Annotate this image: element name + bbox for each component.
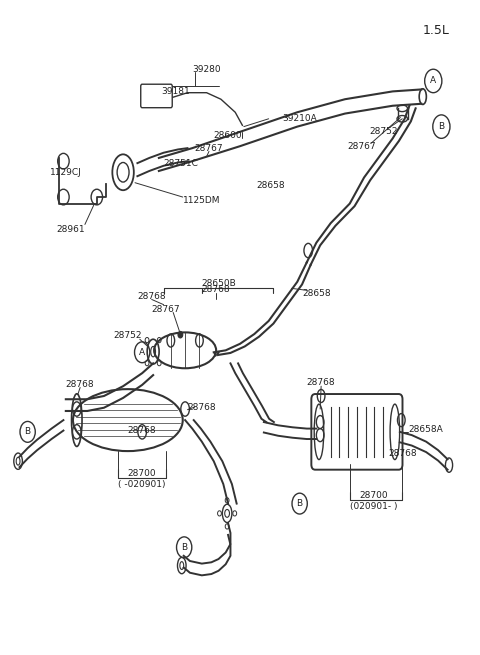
Text: 28768: 28768 — [307, 379, 336, 388]
FancyBboxPatch shape — [312, 394, 403, 470]
Text: 28752: 28752 — [369, 127, 397, 136]
Text: 1125DM: 1125DM — [183, 196, 221, 205]
FancyBboxPatch shape — [141, 84, 172, 107]
Text: 39280: 39280 — [192, 65, 221, 74]
Text: 28751C: 28751C — [163, 159, 198, 168]
Text: B: B — [24, 427, 31, 436]
Text: 28700: 28700 — [360, 491, 388, 500]
Text: 28768: 28768 — [202, 285, 230, 294]
Text: 28767: 28767 — [152, 305, 180, 314]
Text: 28768: 28768 — [388, 449, 417, 458]
Text: (020901- ): (020901- ) — [350, 502, 397, 511]
Text: 28768: 28768 — [137, 291, 166, 301]
Text: 28650B: 28650B — [201, 279, 236, 288]
Text: A: A — [139, 348, 145, 357]
Text: A: A — [430, 77, 436, 85]
Circle shape — [178, 331, 183, 338]
Text: 28658: 28658 — [302, 289, 331, 298]
Text: 39181: 39181 — [161, 87, 190, 96]
Text: 28767: 28767 — [195, 143, 223, 153]
Text: 39210A: 39210A — [282, 114, 317, 123]
Text: 28961: 28961 — [56, 225, 85, 234]
Text: 28700: 28700 — [128, 469, 156, 478]
Text: 28600: 28600 — [214, 130, 242, 140]
Text: 28658: 28658 — [257, 181, 285, 190]
Text: 28658A: 28658A — [408, 425, 443, 434]
Text: 28768: 28768 — [66, 380, 95, 389]
Text: 28768: 28768 — [128, 426, 156, 435]
Text: 28767: 28767 — [348, 141, 376, 151]
Text: ( -020901): ( -020901) — [119, 479, 166, 489]
Text: 1129CJ: 1129CJ — [50, 168, 82, 177]
Text: 28752: 28752 — [114, 331, 142, 341]
Text: 28768: 28768 — [188, 403, 216, 411]
Text: B: B — [438, 122, 444, 131]
Text: B: B — [297, 499, 303, 508]
Text: 1.5L: 1.5L — [422, 24, 449, 37]
Text: B: B — [181, 543, 187, 552]
